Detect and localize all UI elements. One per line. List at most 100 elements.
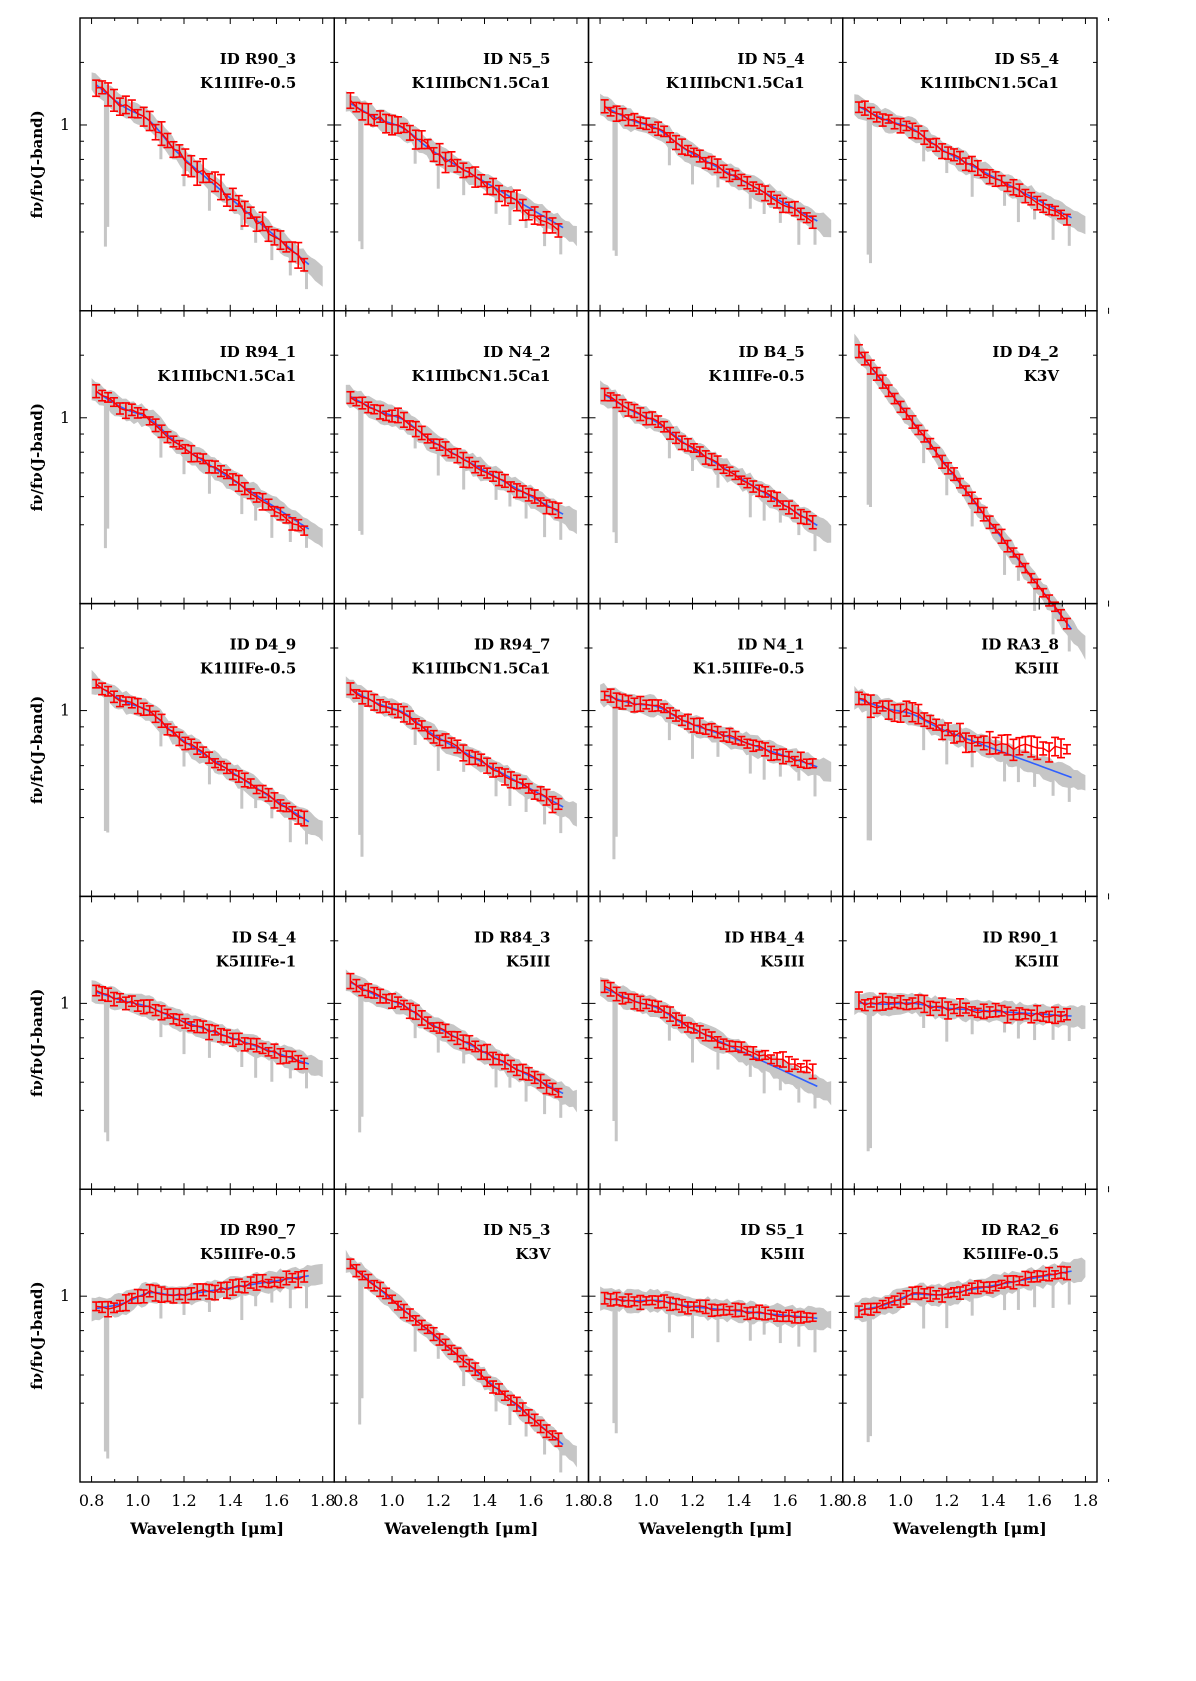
- x-tick-label: 0.8: [587, 1491, 612, 1510]
- panel-id-label: ID N5_3: [483, 1221, 550, 1239]
- observed-spectrum-line: [349, 688, 559, 806]
- x-tick-label: 1.2: [171, 1491, 196, 1510]
- spectrum-panel: ID N5_5 K1IIIbCN1.5Ca1: [333, 17, 601, 312]
- panel-template-label: K3V: [1024, 367, 1059, 385]
- x-tick-label: 1.0: [888, 1491, 913, 1510]
- spectrum-panel: ID R90_7 K5IIIFe-0.5: [79, 1188, 347, 1483]
- panel-template-label: K1IIIbCN1.5Ca1: [412, 367, 551, 385]
- panel-template-label: K1IIIFe-0.5: [709, 367, 805, 385]
- spectrum-panel: ID HB4_4 K5III: [587, 895, 855, 1190]
- spectrum-panel: ID RA3_8 K5III: [842, 602, 1110, 898]
- x-tick-label: 1.6: [772, 1491, 797, 1510]
- x-tick-label: 1.2: [426, 1491, 451, 1510]
- panel-id-label: ID S5_4: [995, 50, 1059, 68]
- x-tick-label: 1.0: [379, 1491, 404, 1510]
- observed-spectrum-line: [95, 390, 305, 532]
- spectrum-panel: ID R84_3 K5III: [333, 895, 601, 1190]
- panel-id-label: ID S5_1: [740, 1221, 804, 1239]
- panel-id-label: ID B4_5: [738, 343, 804, 361]
- x-axis-label: Wavelength [μm]: [892, 1519, 1047, 1538]
- x-tick-label: 1.8: [1073, 1491, 1098, 1510]
- x-axis-label: Wavelength [μm]: [638, 1519, 793, 1538]
- x-tick-label: 1.4: [980, 1491, 1005, 1510]
- spectrum-panel: ID N5_3 K3V: [333, 1188, 601, 1483]
- y-tick-label: 1: [60, 1286, 70, 1305]
- observed-spectrum-line: [96, 86, 305, 266]
- y-axis-label: fν/fν(J-band): [28, 696, 46, 804]
- panel-id-label: ID R94_7: [474, 636, 551, 654]
- x-tick-label: 1.4: [726, 1491, 751, 1510]
- panel-id-label: ID S4_4: [232, 928, 296, 946]
- x-tick-label: 1.2: [680, 1491, 705, 1510]
- spectrum-panel: ID D4_9 K1IIIFe-0.5: [79, 602, 347, 898]
- spectrum-panel: ID B4_5 K1IIIFe-0.5: [587, 310, 855, 605]
- spectrum-panel: ID D4_2 K3V: [842, 310, 1110, 660]
- panel-template-label: K5III: [760, 952, 805, 970]
- y-tick-label: 1: [60, 115, 70, 134]
- panel-template-label: K1.5IIIFe-0.5: [693, 660, 805, 678]
- panel-template-label: K1IIIFe-0.5: [200, 74, 296, 92]
- spectrum-panel: ID N5_4 K1IIIbCN1.5Ca1: [587, 17, 855, 312]
- panel-template-label: K1IIIbCN1.5Ca1: [920, 74, 1059, 92]
- y-tick-label: 1: [60, 701, 70, 720]
- observed-spectrum-line: [95, 683, 305, 820]
- label-layer: 1 fν/fν(J-band) 1 fν/fν(J-band) 1 fν/fν(J-ban…: [28, 110, 1098, 1538]
- panel-id-label: ID HB4_4: [724, 928, 804, 946]
- spectrum-panel: ID S4_4 K5IIIFe-1: [79, 895, 347, 1190]
- panel-template-label: K1IIIbCN1.5Ca1: [157, 367, 296, 385]
- observed-spectrum-line: [604, 393, 814, 523]
- panel-template-label: K5III: [1014, 952, 1059, 970]
- template-envelope: [91, 1263, 323, 1322]
- panel-template-label: K1IIIFe-0.5: [200, 660, 296, 678]
- spectrum-panel: ID N4_1 K1.5IIIFe-0.5: [587, 602, 855, 898]
- panel-id-label: ID RA2_6: [981, 1221, 1059, 1239]
- x-tick-label: 1.8: [818, 1491, 843, 1510]
- panel-id-label: ID R94_1: [220, 343, 297, 361]
- x-tick-label: 1.4: [472, 1491, 497, 1510]
- panel-frame: [842, 1188, 1098, 1483]
- panel-template-label: K5III: [506, 952, 551, 970]
- y-tick-label: 1: [60, 408, 70, 427]
- panel-id-label: ID D4_2: [992, 343, 1059, 361]
- observed-spectrum-line: [349, 1263, 559, 1441]
- panel-id-label: ID R90_3: [220, 50, 297, 68]
- panel-id-label: ID N4_2: [483, 343, 550, 361]
- observed-spectrum-line: [349, 99, 559, 231]
- x-axis-label: Wavelength [μm]: [383, 1519, 538, 1538]
- x-tick-label: 1.2: [934, 1491, 959, 1510]
- panel-id-label: ID R90_1: [982, 928, 1059, 946]
- x-tick-label: 1.8: [310, 1491, 335, 1510]
- x-tick-label: 1.0: [125, 1491, 150, 1510]
- spectrum-panel: ID S5_4 K1IIIbCN1.5Ca1: [842, 17, 1110, 312]
- spectrum-panel: ID R90_3 K1IIIFe-0.5: [79, 17, 347, 312]
- observed-spectrum-line: [350, 396, 559, 511]
- panel-id-label: ID N5_4: [737, 50, 804, 68]
- x-axis-label: Wavelength [μm]: [129, 1519, 284, 1538]
- y-axis-label: fν/fν(J-band): [28, 403, 46, 511]
- observed-spectrum-line: [858, 106, 1068, 221]
- panel-template-label: K5IIIFe-0.5: [963, 1245, 1059, 1263]
- panel-template-label: K5III: [760, 1245, 805, 1263]
- observed-spectrum-line: [95, 989, 305, 1065]
- panel-template-label: K3V: [515, 1245, 550, 1263]
- y-axis-label: fν/fν(J-band): [28, 989, 46, 1097]
- spectrum-panel: ID R94_7 K1IIIbCN1.5Ca1: [333, 602, 601, 898]
- spectrum-panel: ID R90_1 K5III: [842, 895, 1110, 1190]
- panel-template-label: K5IIIFe-0.5: [200, 1245, 296, 1263]
- x-tick-label: 1.6: [1026, 1491, 1051, 1510]
- panel-id-label: ID N4_1: [737, 636, 804, 654]
- panel-template-label: K5III: [1014, 660, 1059, 678]
- x-tick-label: 1.0: [634, 1491, 659, 1510]
- panel-id-label: ID D4_9: [230, 636, 297, 654]
- panel-layer: ID R90_3 K1IIIFe-0.5 ID N5_5 K1IIIbCN1.5Ca1…: [79, 17, 1110, 1483]
- panel-id-label: ID N5_5: [483, 50, 550, 68]
- y-tick-label: 1: [60, 993, 70, 1012]
- x-tick-label: 1.4: [218, 1491, 243, 1510]
- x-tick-label: 0.8: [842, 1491, 867, 1510]
- x-tick-label: 0.8: [333, 1491, 358, 1510]
- panel-template-label: K5IIIFe-1: [216, 952, 297, 970]
- panel-id-label: ID RA3_8: [981, 636, 1059, 654]
- spectrum-panel: ID S5_1 K5III: [587, 1188, 855, 1483]
- panel-id-label: ID R90_7: [220, 1221, 297, 1239]
